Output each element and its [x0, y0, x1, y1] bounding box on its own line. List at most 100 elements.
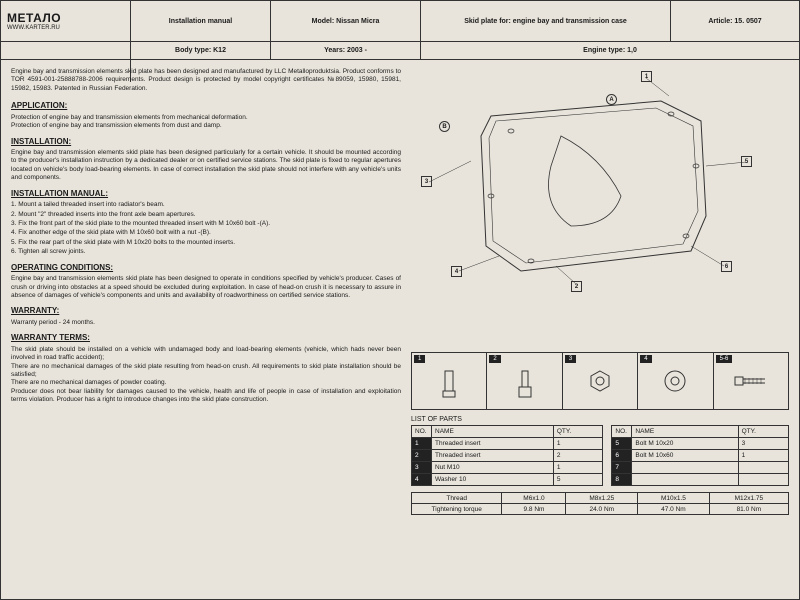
logo-url: WWW.KARTER.RU: [7, 25, 124, 31]
lop-l-3-name: Washer 10: [432, 474, 554, 486]
lop-r-0-q: 3: [738, 438, 788, 450]
lop-h-no2: NO.: [612, 426, 632, 438]
header-row2: Body type: K12 Years: 2003 - Engine type…: [1, 42, 799, 60]
lop-l-0-q: 1: [553, 438, 603, 450]
header-row1: МЕТАЛО WWW.KARTER.RU Installation manual…: [1, 1, 799, 42]
step-1: 1. Mount a tailed threaded insert into r…: [11, 201, 401, 209]
lop-l-1-name: Threaded insert: [432, 450, 554, 462]
sect-installation-title: INSTALLATION:: [11, 137, 401, 147]
tq-0-0: Thread: [412, 493, 502, 504]
hdr-body: Body type: K12: [131, 42, 271, 59]
thumb-5: 5-6: [714, 353, 788, 409]
hdr-engine: Engine type: 1,0: [421, 42, 799, 59]
logo-cell: МЕТАЛО WWW.KARTER.RU: [1, 1, 131, 41]
thumb-1-icon: [435, 367, 463, 401]
sect-manual-title: INSTALLATION MANUAL:: [11, 189, 401, 199]
lop-h-qty: QTY.: [553, 426, 603, 438]
thumb-4-icon: [660, 367, 690, 397]
thumb-2-num: 2: [489, 355, 500, 363]
lop-title: LIST OF PARTS: [411, 416, 789, 423]
sect-installation-body: Engine bay and transmission elements ski…: [11, 149, 401, 183]
thumb-4-num: 4: [640, 355, 651, 363]
lop-h-no: NO.: [412, 426, 432, 438]
hdr-manual-txt: Installation manual: [137, 18, 264, 25]
hdr-manual: Installation manual: [131, 1, 271, 41]
hdr-skid: Skid plate for: engine bay and transmiss…: [421, 1, 671, 41]
sect-application-body: Protection of engine bay and transmissio…: [11, 114, 401, 131]
sect-terms-body: The skid plate should be installed on a …: [11, 346, 401, 405]
torque-table: Thread M6x1.0 M8x1.25 M10x1.5 M12x1.75 T…: [411, 492, 789, 515]
lop-h-qty2: QTY.: [738, 426, 788, 438]
lop-r-2-name: [632, 462, 738, 474]
lop-l-1-q: 2: [553, 450, 603, 462]
lop-r-1-q: 1: [738, 450, 788, 462]
lop-left: NO.NAMEQTY. 1Threaded insert1 2Threaded …: [411, 425, 603, 486]
logo-brand: МЕТАЛО: [7, 11, 124, 25]
step-5: 5. Fix the rear part of the skid plate w…: [11, 239, 401, 247]
lop-l-1-n: 2: [412, 450, 432, 462]
lop-r-3-q: [738, 474, 788, 486]
step-2: 2. Mount "2" threaded inserts into the f…: [11, 211, 401, 219]
leader-lines: [411, 66, 781, 346]
thumb-1-num: 1: [414, 355, 425, 363]
hdr-years: Years: 2003 -: [271, 42, 421, 59]
lop-l-3-q: 5: [553, 474, 603, 486]
thumbnails: 1 2 3 4 5-6: [411, 352, 789, 410]
sect-terms-title: WARRANTY TERMS:: [11, 333, 401, 343]
lop-l-2-q: 1: [553, 462, 603, 474]
thumb-4: 4: [638, 353, 713, 409]
tq-1-3: 47.0 Nm: [638, 504, 710, 515]
lop-h-name2: NAME: [632, 426, 738, 438]
lop-r-1-n: 6: [612, 450, 632, 462]
lop-l-3-n: 4: [412, 474, 432, 486]
list-of-parts: NO.NAMEQTY. 1Threaded insert1 2Threaded …: [411, 425, 789, 486]
lop-r-2-q: [738, 462, 788, 474]
diagram: 1 A B 5 3 4 2 6: [411, 66, 789, 346]
lop-r-1-name: Bolt M 10x60: [632, 450, 738, 462]
hdr-engine-txt: Engine type: 1,0: [427, 47, 793, 54]
lop-r-3-n: 8: [612, 474, 632, 486]
tq-1-4: 81.0 Nm: [709, 504, 788, 515]
lop-r-0-name: Bolt M 10x20: [632, 438, 738, 450]
content: Engine bay and transmission elements ski…: [1, 60, 799, 578]
hdr-article: Article: 15. 0507: [671, 1, 799, 41]
hdr-article-txt: Article: 15. 0507: [677, 18, 793, 25]
step-6: 6. Tighten all screw joints.: [11, 248, 401, 256]
steps: 1. Mount a tailed threaded insert into r…: [11, 201, 401, 257]
sect-application-title: APPLICATION:: [11, 101, 401, 111]
hdr-model: Model: Nissan Micra: [271, 1, 421, 41]
tq-0-1: M6x1.0: [502, 493, 566, 504]
tq-1-1: 9.8 Nm: [502, 504, 566, 515]
tq-0-3: M10x1.5: [638, 493, 710, 504]
thumb-1: 1: [412, 353, 487, 409]
lop-r-0-n: 5: [612, 438, 632, 450]
sect-warranty-title: WARRANTY:: [11, 306, 401, 316]
intro: Engine bay and transmission elements ski…: [11, 68, 401, 93]
tq-1-0: Tightening torque: [412, 504, 502, 515]
thumb-5-num: 5-6: [716, 355, 733, 363]
sect-warranty-body: Warranty period - 24 months.: [11, 319, 401, 327]
thumb-3: 3: [563, 353, 638, 409]
lop-h-name: NAME: [432, 426, 554, 438]
left-col: Engine bay and transmission elements ski…: [1, 60, 411, 578]
thumb-3-num: 3: [565, 355, 576, 363]
hdr-body-txt: Body type: K12: [137, 47, 264, 54]
step-4: 4. Fix another edge of the skid plate wi…: [11, 229, 401, 237]
lop-l-2-name: Nut M10: [432, 462, 554, 474]
lop-r-3-name: [632, 474, 738, 486]
thumb-2-icon: [511, 367, 539, 401]
sect-operating-title: OPERATING CONDITIONS:: [11, 263, 401, 273]
thumb-5-icon: [731, 367, 771, 397]
step-3: 3. Fix the front part of the skid plate …: [11, 220, 401, 228]
lop-l-2-n: 3: [412, 462, 432, 474]
tq-0-2: M8x1.25: [566, 493, 638, 504]
lop-l-0-name: Threaded insert: [432, 438, 554, 450]
thumb-2: 2: [487, 353, 562, 409]
lop-l-0-n: 1: [412, 438, 432, 450]
tq-0-4: M12x1.75: [709, 493, 788, 504]
page: МЕТАЛО WWW.KARTER.RU Installation manual…: [0, 0, 800, 600]
tq-1-2: 24.0 Nm: [566, 504, 638, 515]
lop-r-2-n: 7: [612, 462, 632, 474]
lop-right: NO.NAMEQTY. 5Bolt M 10x203 6Bolt M 10x60…: [611, 425, 789, 486]
right-col: 1 A B 5 3 4 2 6 1: [411, 60, 799, 578]
